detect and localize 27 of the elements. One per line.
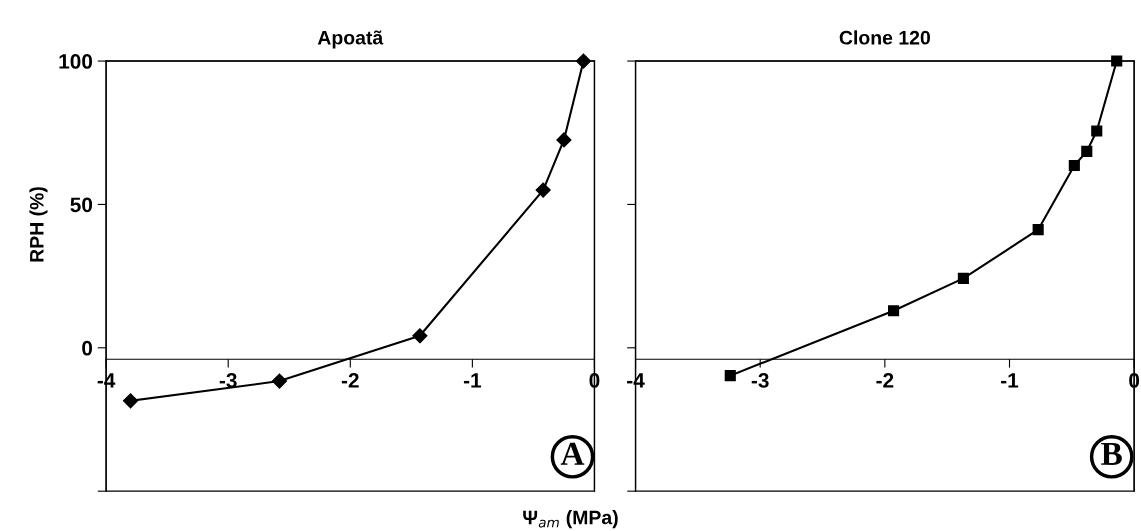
y-tick-label: 100: [59, 54, 93, 69]
point: [1091, 125, 1103, 137]
annotation: A: [560, 442, 585, 465]
y-tick-label: 50: [70, 197, 93, 213]
y-tick-label: 0: [82, 340, 93, 356]
point: [888, 305, 900, 317]
point: [724, 370, 736, 382]
x-tick-label: -3: [751, 373, 769, 388]
point: [957, 272, 969, 284]
chart-title: Apoatã: [317, 30, 384, 49]
x-axis-title: Ψ$_{am}$ (MPa): [523, 510, 618, 529]
point: [535, 182, 551, 198]
x-tick-label: -1: [463, 373, 482, 388]
y-axis-title: RPH (%): [29, 187, 48, 262]
chart-title: Clone 120: [839, 30, 930, 45]
point: [1032, 224, 1044, 236]
x-tick-label: -3: [219, 373, 237, 388]
point: [122, 393, 139, 409]
point: [556, 132, 572, 148]
x-tick-label: -2: [876, 373, 894, 388]
point: [271, 373, 288, 389]
point: [412, 328, 428, 344]
point: [1081, 145, 1093, 157]
x-tick-label: -1: [1001, 373, 1019, 388]
point: [1068, 159, 1080, 171]
annotation: B: [1101, 442, 1122, 465]
x-tick-label: -2: [341, 373, 359, 388]
